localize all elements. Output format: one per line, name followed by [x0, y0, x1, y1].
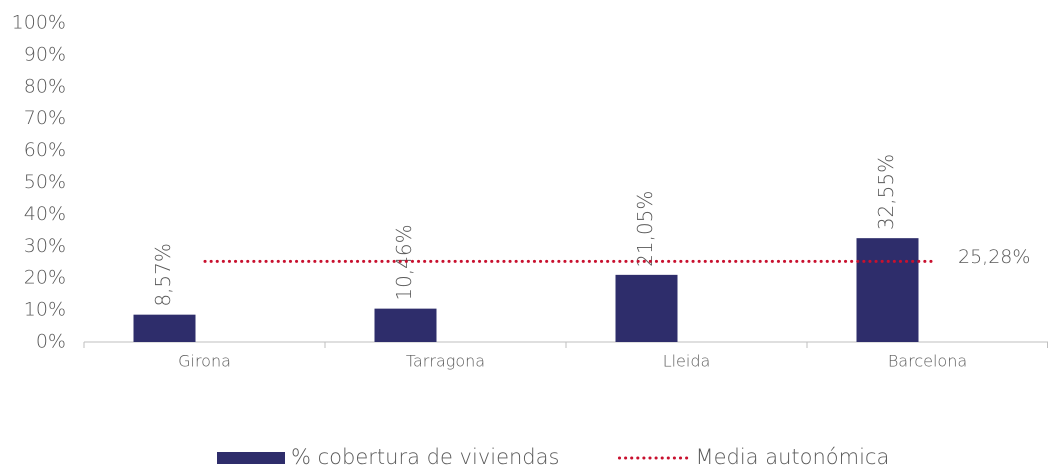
legend-label: Media autonómica	[695, 445, 889, 468]
y-tick-label: 50%	[24, 171, 66, 193]
y-tick-label: 30%	[24, 235, 66, 257]
bar	[615, 274, 678, 342]
y-tick-label: 60%	[24, 139, 66, 161]
legend-label: % cobertura de viviendas	[291, 445, 559, 468]
legend-swatch	[217, 452, 285, 464]
data-label: 32,55%	[874, 154, 898, 230]
x-tick-label: Lleida	[663, 352, 711, 371]
x-tick-label: Girona	[178, 352, 231, 371]
y-tick-label: 40%	[24, 203, 66, 225]
bar	[374, 308, 437, 342]
bar	[856, 238, 919, 342]
y-tick-label: 70%	[24, 107, 66, 129]
y-tick-label: 0%	[36, 331, 66, 353]
x-tick-label: Tarragona	[406, 352, 485, 371]
y-tick-label: 90%	[24, 43, 66, 65]
reference-label: 25,28%	[958, 246, 1030, 268]
data-label: 8,57%	[151, 243, 175, 307]
y-tick-label: 80%	[24, 75, 66, 97]
x-tick-label: Barcelona	[888, 352, 967, 371]
y-tick-label: 20%	[24, 267, 66, 289]
y-tick-label: 100%	[12, 12, 66, 34]
data-label: 21,05%	[633, 191, 657, 267]
y-tick-label: 10%	[24, 299, 66, 321]
bar	[133, 314, 196, 342]
